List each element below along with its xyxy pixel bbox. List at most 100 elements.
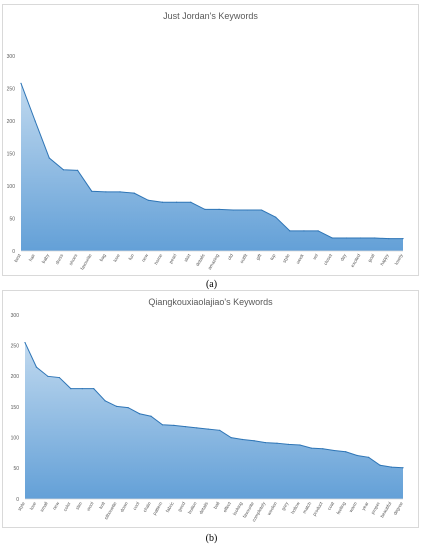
data-point — [81, 388, 83, 390]
x-category-label: feeling — [335, 501, 346, 516]
data-point — [161, 201, 164, 203]
x-category-label: shoes — [68, 252, 79, 266]
data-point — [127, 407, 129, 409]
data-point — [402, 238, 404, 240]
x-category-label: year — [361, 501, 370, 512]
data-point — [150, 415, 152, 417]
x-category-label: grey — [281, 500, 290, 511]
y-tick-label: 250 — [11, 343, 20, 349]
data-point — [390, 466, 393, 468]
data-point — [70, 388, 72, 390]
x-category-label: coat — [326, 500, 335, 511]
x-category-label: down — [119, 501, 129, 513]
data-point — [48, 157, 50, 159]
data-point — [317, 230, 319, 232]
area-fill — [21, 83, 403, 251]
data-point — [289, 230, 291, 232]
y-tick-label: 300 — [7, 54, 16, 60]
data-point — [138, 413, 141, 415]
data-point — [62, 169, 65, 171]
data-point — [276, 442, 278, 444]
x-category-label: slim — [75, 501, 83, 511]
y-tick-label: 150 — [7, 151, 16, 157]
data-point — [242, 438, 244, 441]
chart-a-svg: 0 50 100 150 200 250 300 best hair baby dress shoes… — [7, 54, 405, 271]
x-category-label: love — [29, 501, 38, 511]
data-point — [93, 388, 95, 390]
x-category-label: skirt — [183, 252, 192, 262]
data-point — [219, 429, 221, 431]
data-point — [322, 448, 324, 450]
data-point — [35, 366, 38, 368]
y-tick-label: 150 — [11, 405, 20, 411]
series-line — [24, 342, 404, 469]
x-category-label: style — [282, 253, 291, 264]
caption-a: (a) — [205, 279, 218, 290]
x-category-label: ball — [213, 501, 221, 510]
data-point — [207, 428, 209, 430]
data-point — [76, 169, 79, 171]
x-category-label: match — [302, 501, 313, 515]
data-point — [161, 424, 164, 426]
chart-panel-b: Qiangkouxiaolajiao's Keywords 0 50 100 150 2… — [2, 290, 419, 528]
x-category-label: chain — [142, 501, 152, 513]
data-point — [275, 216, 277, 218]
y-tick-label: 0 — [16, 497, 19, 503]
chart-b-svg: 0 50 100 150 200 250 300 style love small new color… — [11, 313, 404, 523]
data-point — [345, 237, 348, 239]
chart-panel-a: Just Jordan's Keywords 0 50 100 150 200 250 30… — [2, 4, 419, 276]
x-category-label: proper — [370, 501, 381, 515]
data-point — [119, 191, 121, 193]
data-point — [116, 405, 118, 407]
data-point — [173, 424, 175, 426]
data-point — [299, 444, 301, 446]
x-category-label: pattern — [152, 501, 164, 516]
y-tick-label: 0 — [12, 249, 15, 255]
data-point — [232, 209, 234, 211]
data-point — [333, 449, 335, 452]
y-tick-label: 300 — [11, 313, 20, 319]
x-category-label: love — [112, 253, 121, 263]
data-point — [105, 191, 107, 193]
x-category-label: best — [13, 252, 22, 263]
x-category-label: fun — [128, 253, 136, 261]
x-category-label: color — [62, 501, 72, 513]
data-point — [184, 426, 186, 428]
data-point — [133, 192, 135, 194]
x-category-label: closet — [323, 252, 334, 266]
data-point — [190, 201, 192, 203]
x-category-label: happy — [379, 252, 390, 266]
data-point — [388, 238, 390, 240]
x-category-label: day — [339, 252, 347, 262]
x-category-label: woolen — [266, 501, 278, 516]
data-point — [374, 237, 376, 239]
x-category-label: week — [295, 252, 305, 264]
data-point — [264, 441, 267, 444]
y-tick-label: 250 — [7, 86, 16, 92]
data-point — [331, 237, 333, 239]
data-point — [359, 237, 362, 239]
y-tick-label: 50 — [9, 216, 15, 222]
x-category-label: old — [227, 253, 235, 261]
data-point — [356, 454, 358, 457]
y-tick-label: 100 — [11, 435, 20, 441]
caption-b: (b) — [205, 533, 218, 544]
x-category-label: looking — [232, 501, 244, 516]
data-point — [253, 440, 255, 442]
x-category-label: details — [195, 252, 206, 267]
x-category-label: button — [187, 501, 198, 515]
data-point — [218, 208, 220, 210]
area-fill — [25, 342, 403, 499]
data-point — [176, 201, 178, 203]
x-category-label: details — [198, 500, 209, 515]
x-category-label: baby — [41, 252, 51, 264]
data-point — [379, 464, 381, 466]
y-tick-label: 100 — [7, 184, 16, 190]
x-category-label: cool — [132, 501, 141, 511]
chart-title-b: Qiangkouxiaolajiao's Keywords — [148, 297, 273, 307]
y-tick-label: 200 — [11, 374, 20, 380]
x-category-label: effect — [222, 500, 232, 513]
data-point — [230, 437, 232, 439]
x-category-label: small — [39, 501, 49, 513]
data-point — [20, 82, 22, 84]
